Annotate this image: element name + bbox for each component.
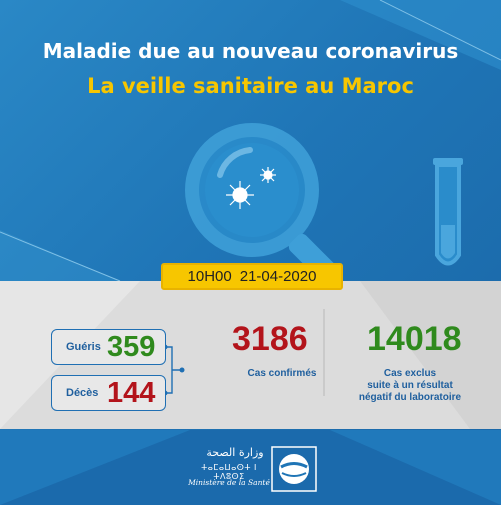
page-title: Maladie due au nouveau coronavirus	[42, 39, 459, 63]
report-date: 21-04-2020	[239, 268, 317, 285]
deaths-value: 144	[107, 377, 156, 409]
excluded-caption: Cas exclus suite à un résultat négatif d…	[335, 368, 485, 404]
ministry-name-french: Ministère de la Santé	[188, 478, 270, 487]
recovered-pill: Guéris 359	[51, 329, 166, 365]
ministry-name-tifinagh: ⵜⴰⵎⴰⵡⴰⵙⵜ ⵏ ⵜⴷⵓⵙⵉ	[201, 463, 257, 481]
confirmed-caption: Cas confirmés	[247, 368, 317, 379]
stats-bracket	[165, 346, 182, 394]
report-time: 10H00	[187, 268, 232, 285]
deaths-pill: Décès 144	[51, 375, 166, 411]
recovered-value: 359	[107, 331, 156, 363]
ministry-name-arabic: وزارة الصحة	[206, 446, 264, 459]
confirmed-value: 3186	[232, 320, 308, 358]
excluded-value: 14018	[367, 320, 462, 358]
page-subtitle: La veille sanitaire au Maroc	[87, 74, 414, 98]
excluded-caption-line2: suite à un résultat	[367, 380, 453, 391]
deaths-label: Décès	[66, 387, 99, 399]
excluded-caption-line3: négatif du laboratoire	[358, 392, 462, 403]
recovered-label: Guéris	[66, 341, 101, 353]
excluded-caption-line1: Cas exclus	[383, 368, 437, 379]
ministry-logo-icon	[271, 446, 317, 492]
report-datetime: 10H00 21-04-2020	[161, 263, 343, 290]
